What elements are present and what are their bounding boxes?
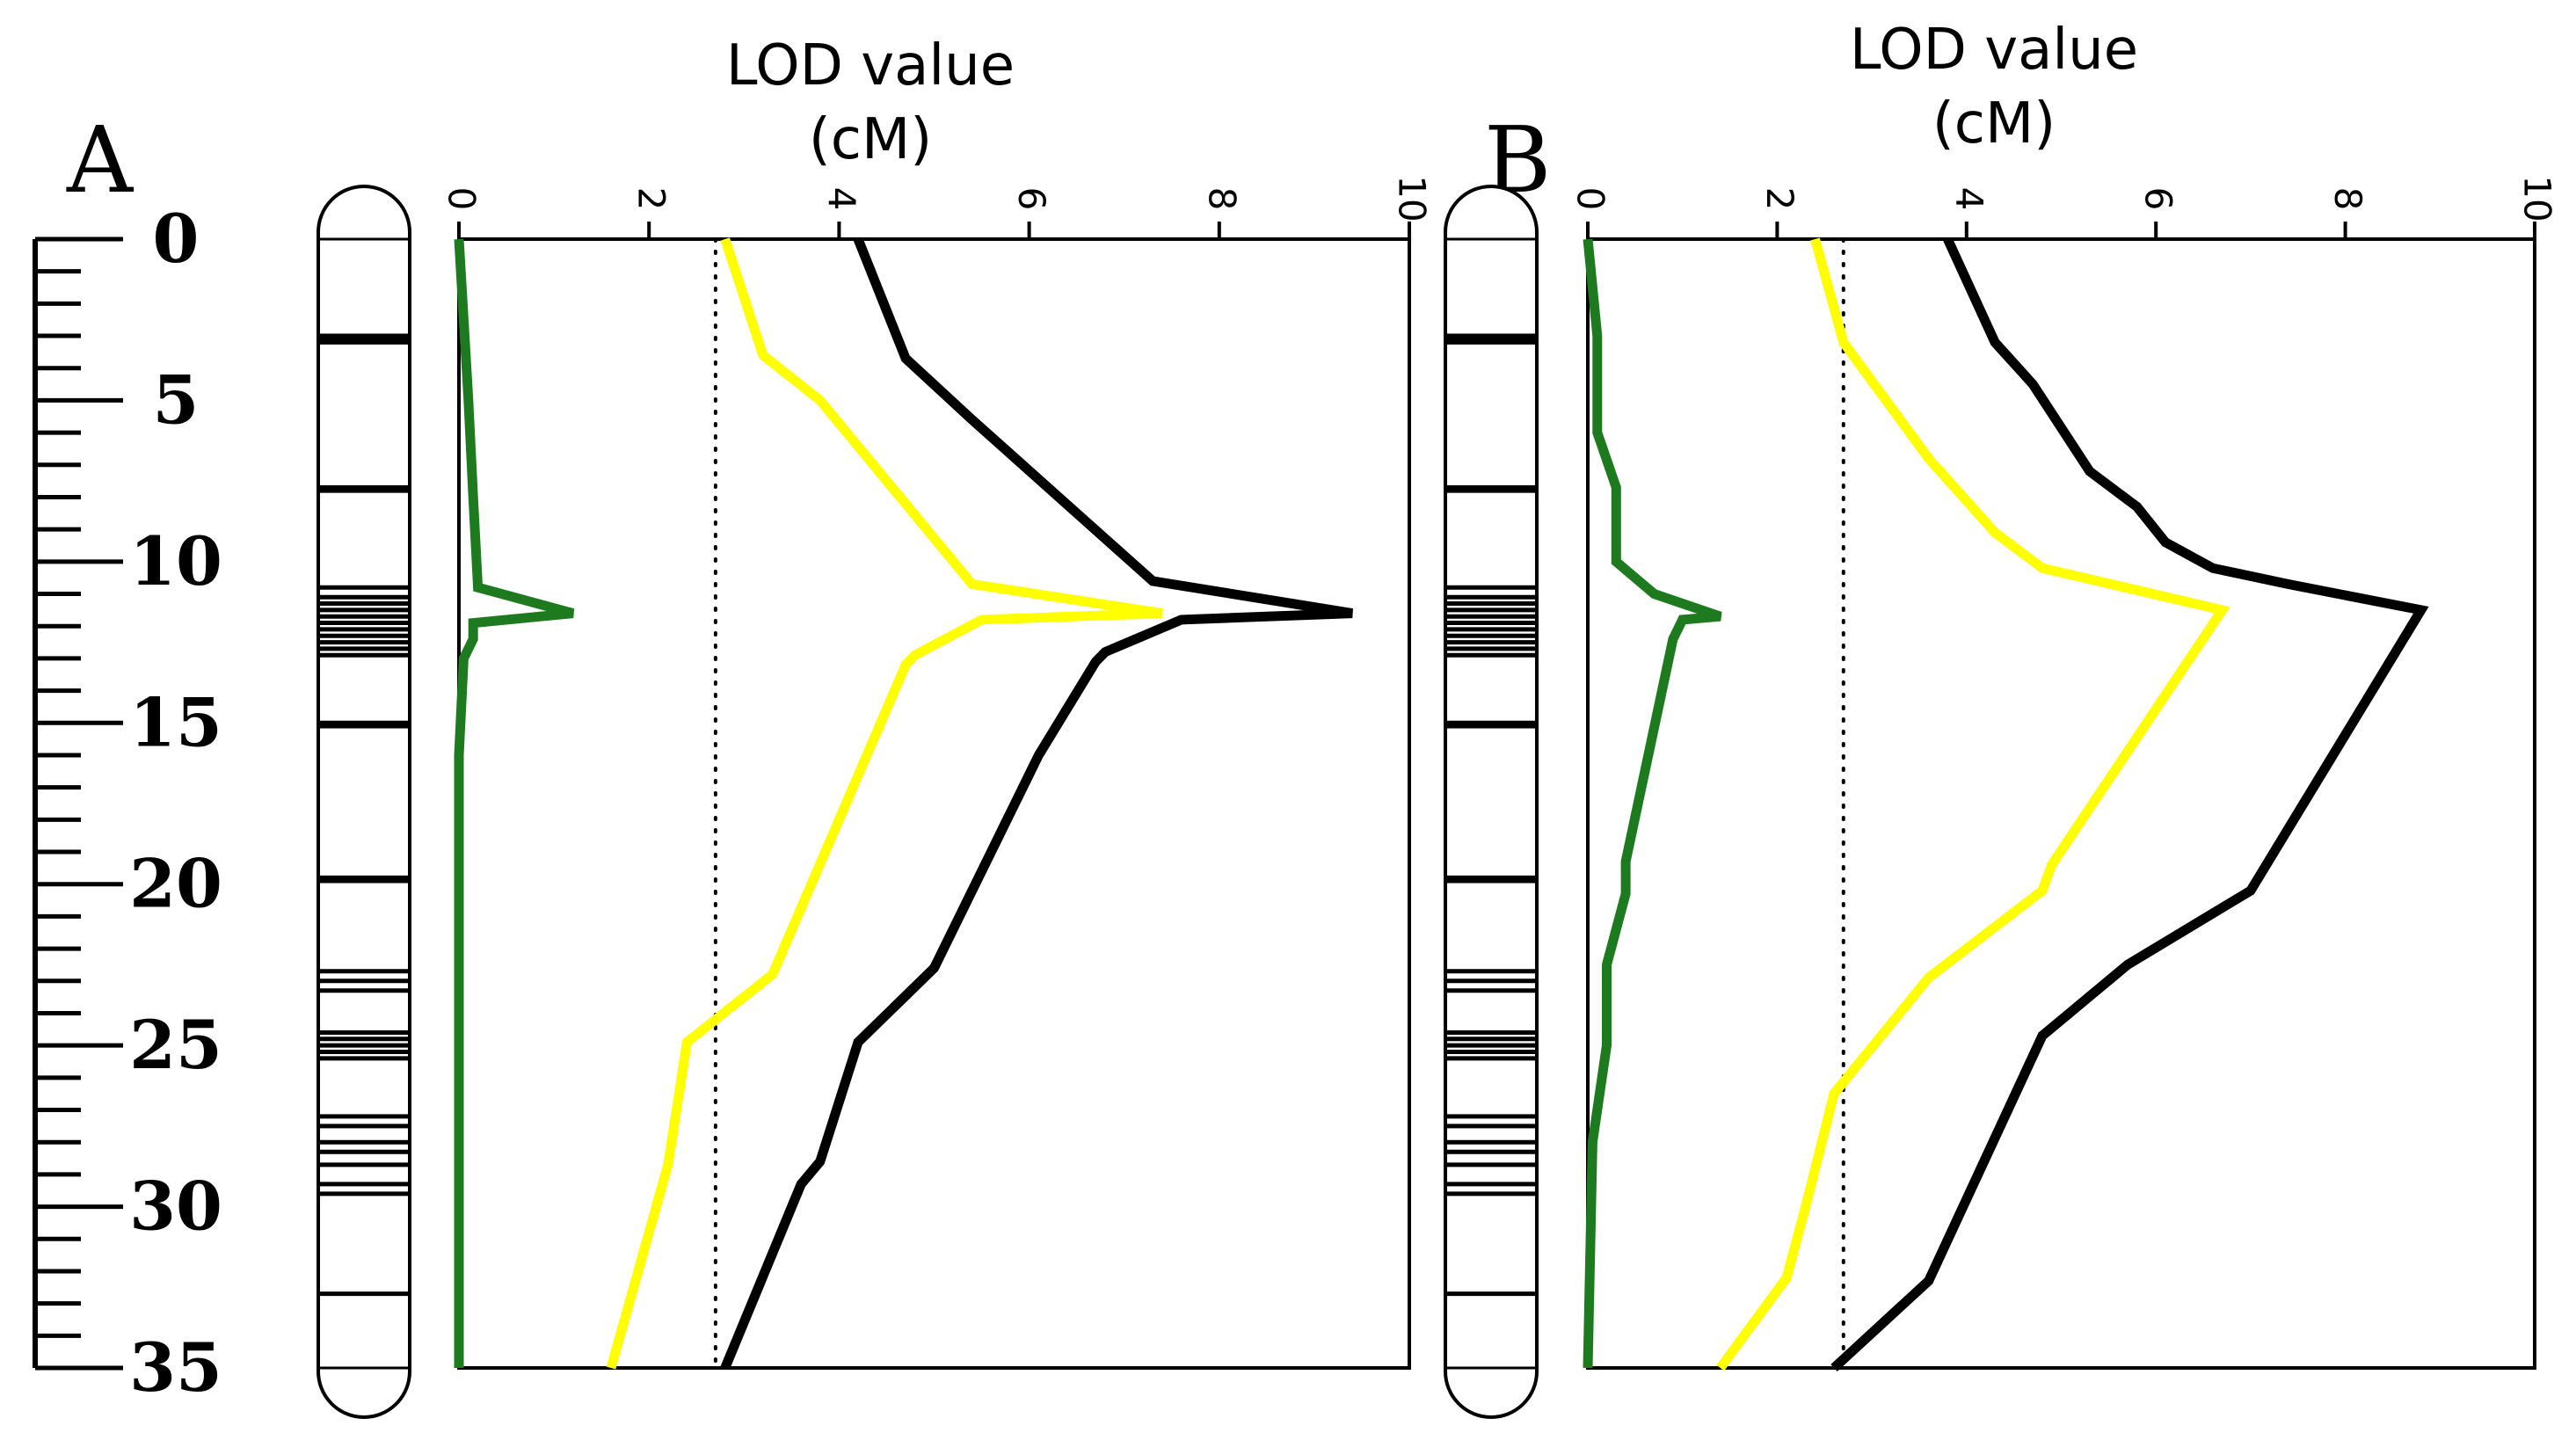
ruler-label: 15: [129, 683, 222, 761]
panel-a-title: LOD value: [726, 33, 1015, 98]
panel-b-title: LOD value: [1850, 18, 2138, 83]
ruler-label: 5: [153, 360, 200, 439]
series-black-line: [1830, 236, 2429, 1372]
series-green-line: [1583, 238, 1722, 1369]
series-yellow-line: [1716, 237, 2230, 1371]
ruler-label: 10: [129, 522, 222, 600]
cm-ruler: 0 5 10 15 20 25 30 35: [33, 200, 222, 1407]
ruler-label: 35: [129, 1328, 222, 1407]
ruler-label: 20: [129, 845, 222, 923]
series-green-line: [454, 238, 575, 1368]
ruler-label: 0: [153, 200, 200, 278]
panel-a-subtitle: (cM): [809, 107, 932, 172]
x-axis-tick-label: 0: [440, 187, 484, 211]
series-yellow-line: [606, 237, 1163, 1370]
x-axis-tick-label: 6: [1010, 187, 1053, 211]
chromosome-outline: [1444, 185, 1539, 1419]
panel-a-chart: 0 2 4 6 8 10: [317, 175, 1434, 1419]
x-axis-tick-label: 4: [820, 187, 863, 211]
x-axis-tick-label: 4: [1947, 187, 1990, 211]
x-axis-tick-label: 6: [2137, 187, 2180, 211]
x-axis-tick-label: 2: [630, 187, 673, 211]
x-axis-tick-label: 10: [1391, 175, 1434, 222]
panel-b-subtitle: (cM): [1932, 91, 2056, 156]
panel-b-chart: 0 2 4 6 8 10: [1444, 175, 2559, 1419]
plot-frame: [457, 237, 1411, 1370]
plot-frame: [1586, 237, 2536, 1370]
x-axis-tick-label: 8: [2326, 187, 2369, 211]
panel-a-label: A: [66, 106, 135, 214]
series-black-line: [720, 236, 1353, 1371]
x-axis-tick-label: 10: [2516, 175, 2559, 222]
x-axis-tick-label: 8: [1200, 187, 1243, 211]
ruler-labels: 0 5 10 15 20 25 30 35: [129, 200, 222, 1407]
ruler-ticks: [35, 236, 123, 1371]
x-axis-tick-label: 0: [1569, 187, 1612, 211]
ruler-label: 30: [129, 1167, 222, 1246]
ruler-label: 25: [129, 1006, 222, 1084]
chromosome-outline: [317, 185, 411, 1419]
x-axis-tick-label: 2: [1758, 187, 1801, 211]
